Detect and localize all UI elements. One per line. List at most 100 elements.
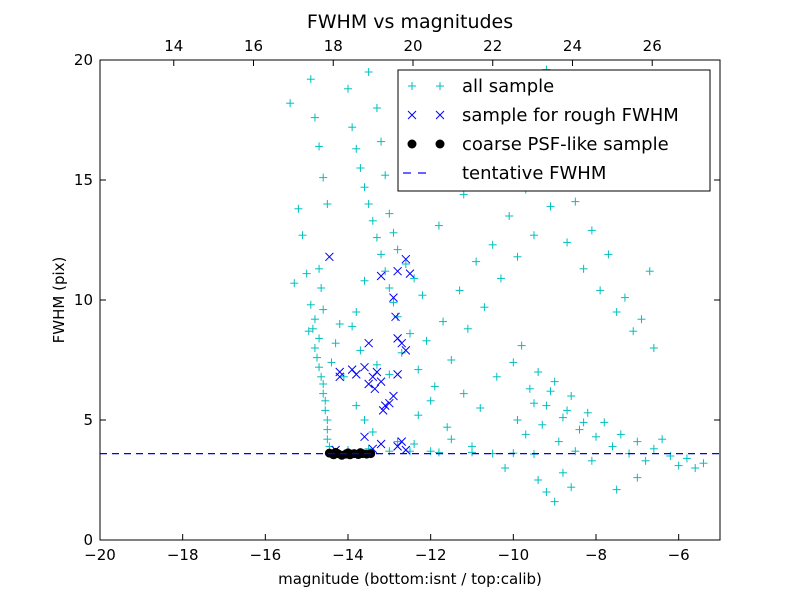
- y-tick-label-1: 5: [83, 411, 93, 429]
- point-all-sample-42: [372, 233, 381, 242]
- point-all-sample-77: [513, 252, 522, 261]
- point-all-sample-144: [587, 456, 596, 465]
- point-all-sample-79: [530, 231, 538, 240]
- plot-area: [100, 65, 720, 506]
- point-all-sample-28: [317, 284, 326, 292]
- point-all-sample-33: [339, 372, 348, 381]
- point-sample-for-rough-fwhm-25: [405, 269, 415, 278]
- point-sample-for-rough-fwhm-24: [401, 254, 411, 264]
- y-tick-label-3: 15: [74, 171, 93, 189]
- point-all-sample-22: [321, 406, 330, 415]
- point-all-sample-166: [360, 416, 369, 424]
- point-all-sample-8: [319, 173, 328, 182]
- point-all-sample-21: [321, 396, 330, 405]
- point-all-sample-54: [393, 245, 402, 254]
- point-all-sample-66: [422, 336, 431, 345]
- top-tick-label-5: 24: [563, 37, 582, 55]
- x-tick-label-4: −12: [415, 546, 447, 564]
- point-all-sample-132: [682, 454, 691, 463]
- point-all-sample-10: [306, 300, 315, 309]
- point-sample-for-rough-fwhm-4: [351, 370, 361, 379]
- point-all-sample-83: [563, 238, 572, 247]
- point-all-sample-148: [558, 468, 567, 477]
- y-tick-label-0: 0: [83, 531, 93, 549]
- x-tick-label-0: −20: [84, 546, 116, 564]
- point-sample-for-rough-fwhm-10: [376, 377, 386, 386]
- point-all-sample-7: [315, 142, 324, 151]
- point-sample-for-rough-fwhm-26: [360, 432, 369, 442]
- point-sample-for-rough-fwhm-2: [335, 372, 345, 382]
- top-tick-label-3: 20: [403, 37, 422, 55]
- point-all-sample-46: [389, 298, 398, 307]
- legend-box: [397, 69, 711, 192]
- point-sample-for-rough-fwhm-11: [380, 401, 390, 410]
- point-all-sample-106: [426, 396, 435, 405]
- axis-ticks: −20 −18 −16 −14 −12 −10 −8 −6 14 16 18 20 22 24 26 0 5 10…: [74, 37, 720, 564]
- point-all-sample-151: [633, 473, 642, 482]
- point-all-sample-154: [447, 435, 456, 444]
- point-all-sample-55: [401, 260, 410, 268]
- point-all-sample-73: [480, 303, 489, 312]
- point-sample-for-rough-fwhm-19: [391, 312, 400, 322]
- point-all-sample-121: [592, 432, 600, 441]
- point-all-sample-81: [546, 202, 555, 211]
- point-all-sample-35: [344, 84, 352, 93]
- point-all-sample-94: [649, 344, 658, 352]
- point-sample-for-rough-fwhm-21: [364, 338, 374, 348]
- point-all-sample-6: [310, 113, 319, 122]
- point-all-sample-56: [410, 274, 419, 283]
- point-all-sample-110: [492, 372, 501, 381]
- legend-swatch-all-sample-2: [436, 82, 444, 90]
- point-sample-for-rough-fwhm-14: [389, 391, 398, 401]
- point-all-sample-133: [691, 464, 700, 472]
- point-all-sample-90: [620, 293, 629, 302]
- legend-label-tentative-fwhm: tentative FWHM: [462, 163, 606, 184]
- point-sample-for-rough-fwhm-23: [393, 266, 402, 276]
- point-all-sample-87: [596, 286, 605, 295]
- point-all-sample-92: [637, 315, 646, 324]
- point-all-sample-3: [302, 269, 311, 278]
- point-all-sample-50: [377, 137, 386, 146]
- x-tick-label-6: −8: [585, 546, 607, 564]
- point-all-sample-147: [550, 497, 559, 506]
- point-all-sample-11: [310, 315, 319, 324]
- top-tick-label-2: 18: [324, 37, 343, 55]
- point-all-sample-20: [319, 389, 328, 398]
- point-all-sample-41: [368, 216, 377, 225]
- point-sample-for-rough-fwhm-13: [384, 398, 394, 408]
- point-sample-for-rough-fwhm-31: [401, 445, 411, 455]
- point-all-sample-160: [434, 448, 443, 457]
- point-all-sample-101: [434, 221, 443, 230]
- point-coarse-psf-like-sample-12: [343, 448, 353, 458]
- point-all-sample-31: [331, 339, 340, 348]
- point-all-sample-61: [372, 360, 381, 369]
- point-all-sample-29: [319, 305, 328, 314]
- legend-swatch-sample-for-rough-fwhm: [407, 110, 417, 120]
- point-all-sample-112: [517, 341, 526, 350]
- legend: all sample sample for rough FWHM coarse PS…: [397, 69, 711, 192]
- x-tick-label-7: −6: [668, 546, 690, 564]
- point-all-sample-131: [674, 461, 683, 470]
- point-all-sample-13: [304, 327, 313, 336]
- point-all-sample-150: [612, 485, 621, 494]
- point-all-sample-67: [430, 382, 439, 391]
- point-all-sample-129: [658, 435, 667, 444]
- point-all-sample-124: [616, 430, 625, 439]
- point-all-sample-86: [587, 226, 596, 235]
- point-all-sample-38: [356, 164, 365, 172]
- point-all-sample-105: [414, 411, 423, 420]
- legend-label-all-sample: all sample: [462, 76, 554, 97]
- point-sample-for-rough-fwhm-15: [393, 370, 402, 379]
- point-all-sample-47: [393, 312, 402, 321]
- point-all-sample-119: [575, 425, 584, 434]
- x-tick-label-2: −16: [250, 546, 282, 564]
- point-all-sample-16: [313, 353, 321, 362]
- legend-label-coarse-psf-like-sample: coarse PSF-like sample: [462, 134, 669, 155]
- point-all-sample-142: [571, 447, 580, 456]
- point-all-sample-43: [377, 250, 386, 259]
- point-all-sample-2: [298, 231, 307, 240]
- point-all-sample-146: [542, 488, 551, 496]
- point-all-sample-62: [385, 370, 394, 379]
- chart-title: FWHM vs magnitudes: [307, 11, 513, 33]
- point-all-sample-137: [530, 399, 538, 408]
